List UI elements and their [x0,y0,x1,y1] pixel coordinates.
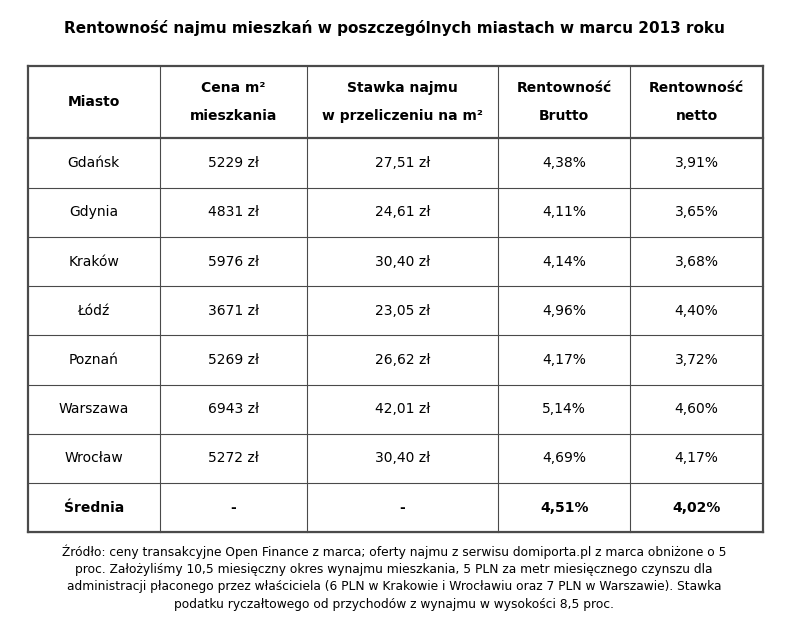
Text: 3,65%: 3,65% [675,205,719,219]
Text: Miasto: Miasto [68,95,120,109]
Text: 5269 zł: 5269 zł [208,353,259,367]
Text: 3,91%: 3,91% [675,156,719,170]
Text: Wrocław: Wrocław [65,452,123,466]
Text: Cena m²: Cena m² [201,81,266,95]
Text: 4,17%: 4,17% [542,353,586,367]
Text: -: - [231,501,236,515]
Text: 5976 zł: 5976 zł [208,255,259,268]
Text: podatku ryczałtowego od przychodów z wynajmu w wysokości 8,5 proc.: podatku ryczałtowego od przychodów z wyn… [174,598,614,611]
Text: Rentowność najmu mieszkań w poszczególnych miastach w marcu 2013 roku: Rentowność najmu mieszkań w poszczególny… [64,20,724,36]
Text: 5272 zł: 5272 zł [208,452,258,466]
Text: 5229 zł: 5229 zł [208,156,259,170]
Text: Brutto: Brutto [539,109,589,123]
Text: 4,11%: 4,11% [542,205,586,219]
Text: Gdynia: Gdynia [69,205,118,219]
Text: 4,38%: 4,38% [542,156,586,170]
Text: 4,96%: 4,96% [542,304,586,318]
Text: Gdańsk: Gdańsk [68,156,120,170]
Text: 4831 zł: 4831 zł [208,205,259,219]
Text: 3,68%: 3,68% [675,255,719,268]
Text: w przeliczeniu na m²: w przeliczeniu na m² [322,109,483,123]
Text: 4,02%: 4,02% [672,501,721,515]
Text: 6943 zł: 6943 zł [208,402,259,416]
Text: -: - [400,501,405,515]
Text: 4,51%: 4,51% [540,501,589,515]
Text: Stawka najmu: Stawka najmu [348,81,458,95]
Text: 3671 zł: 3671 zł [208,304,259,318]
Text: 24,61 zł: 24,61 zł [375,205,430,219]
Text: 4,17%: 4,17% [675,452,719,466]
Text: 4,40%: 4,40% [675,304,719,318]
Text: Poznań: Poznań [69,353,119,367]
Text: 4,69%: 4,69% [542,452,586,466]
Text: 5,14%: 5,14% [542,402,586,416]
Text: Łódź: Łódź [77,304,110,318]
Text: 3,72%: 3,72% [675,353,719,367]
Text: Kraków: Kraków [69,255,119,268]
Text: 30,40 zł: 30,40 zł [375,452,430,466]
Text: 30,40 zł: 30,40 zł [375,255,430,268]
Text: Rentowność: Rentowność [517,81,612,95]
Text: 4,60%: 4,60% [675,402,719,416]
Text: 26,62 zł: 26,62 zł [375,353,430,367]
Text: 4,14%: 4,14% [542,255,586,268]
Text: netto: netto [675,109,718,123]
Text: 23,05 zł: 23,05 zł [375,304,430,318]
Text: 27,51 zł: 27,51 zł [375,156,430,170]
Text: proc. Założyliśmy 10,5 miesięczny okres wynajmu mieszkania, 5 PLN za metr miesię: proc. Założyliśmy 10,5 miesięczny okres … [75,563,713,576]
Text: 42,01 zł: 42,01 zł [375,402,430,416]
Text: Rentowność: Rentowność [649,81,744,95]
Text: administracji płaconego przez właściciela (6 PLN w Krakowie i Wrocławiu oraz 7 P: administracji płaconego przez właściciel… [67,580,721,593]
Text: Warszawa: Warszawa [58,402,129,416]
Text: mieszkania: mieszkania [190,109,277,123]
Text: Źródło: ceny transakcyjne Open Finance z marca; oferty najmu z serwisu domiporta: Źródło: ceny transakcyjne Open Finance z… [61,545,727,559]
Text: Średnia: Średnia [64,501,124,515]
